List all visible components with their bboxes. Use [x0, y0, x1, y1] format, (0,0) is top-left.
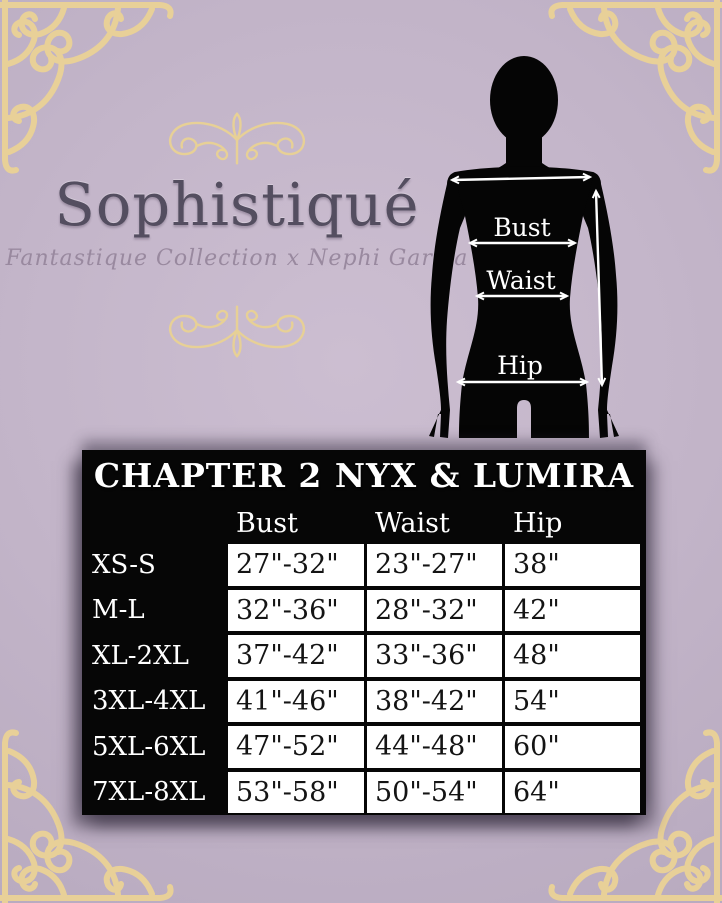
- cell-waist: 33"-36": [367, 635, 502, 677]
- cell-hip: 64": [505, 771, 640, 813]
- size-chart-table: CHAPTER 2 NYX & LUMIRA Bust Waist Hip XS…: [82, 450, 646, 815]
- cell-hip: 54": [505, 680, 640, 722]
- cell-bust: 27"-32": [228, 544, 364, 586]
- cell-bust: 37"-42": [228, 635, 364, 677]
- row-size-label: 7XL-8XL: [92, 777, 206, 808]
- header-spacer: [82, 502, 225, 544]
- flourish-top: [169, 112, 305, 165]
- header-hip: Hip: [513, 507, 563, 539]
- row-size-label: XS-S: [92, 549, 156, 580]
- row-size-label: 3XL-4XL: [92, 686, 206, 717]
- brand-logo: Sophistiqué: [54, 170, 420, 239]
- cell-waist: 44"-48": [367, 726, 502, 768]
- row-size-label: 5XL-6XL: [92, 731, 206, 762]
- cell-bust: 47"-52": [228, 726, 364, 768]
- cell-hip: 48": [505, 635, 640, 677]
- cell-waist: 23"-27": [367, 544, 502, 586]
- size-chart-body: XS-S 27"-32" 23"-27" 38" M-L 32"-36" 28"…: [82, 544, 640, 813]
- header-waist: Waist: [375, 507, 450, 539]
- size-chart-title: CHAPTER 2 NYX & LUMIRA: [93, 456, 635, 495]
- size-chart-header-row: Bust Waist Hip: [82, 502, 640, 544]
- header-bust: Bust: [236, 507, 298, 539]
- cell-waist: 28"-32": [367, 589, 502, 631]
- cell-hip: 42": [505, 589, 640, 631]
- body-silhouette: [429, 56, 619, 438]
- waist-label: Waist: [486, 266, 555, 295]
- brand-block: Sophistiqué Fantastique Collection x Nep…: [0, 168, 474, 271]
- row-size-label: M-L: [92, 595, 145, 626]
- row-size-label: XL-2XL: [92, 640, 189, 671]
- arm-length-arrow: [591, 188, 607, 388]
- cell-waist: 38"-42": [367, 680, 502, 722]
- shoulder-width-arrow: [449, 172, 593, 185]
- flourish-bottom: [169, 305, 305, 358]
- cell-bust: 41"-46": [228, 680, 364, 722]
- cell-hip: 38": [505, 544, 640, 586]
- brand-subtitle: Fantastique Collection x Nephi Garcia: [5, 245, 469, 271]
- cell-hip: 60": [505, 726, 640, 768]
- hip-label: Hip: [497, 351, 543, 380]
- cell-bust: 53"-58": [228, 771, 364, 813]
- bust-label: Bust: [493, 213, 550, 242]
- cell-waist: 50"-54": [367, 771, 502, 813]
- corner-ornament-top-left: [0, 0, 174, 174]
- cell-bust: 32"-36": [228, 589, 364, 631]
- body-measurement-figure: Bust Waist Hip: [410, 45, 630, 445]
